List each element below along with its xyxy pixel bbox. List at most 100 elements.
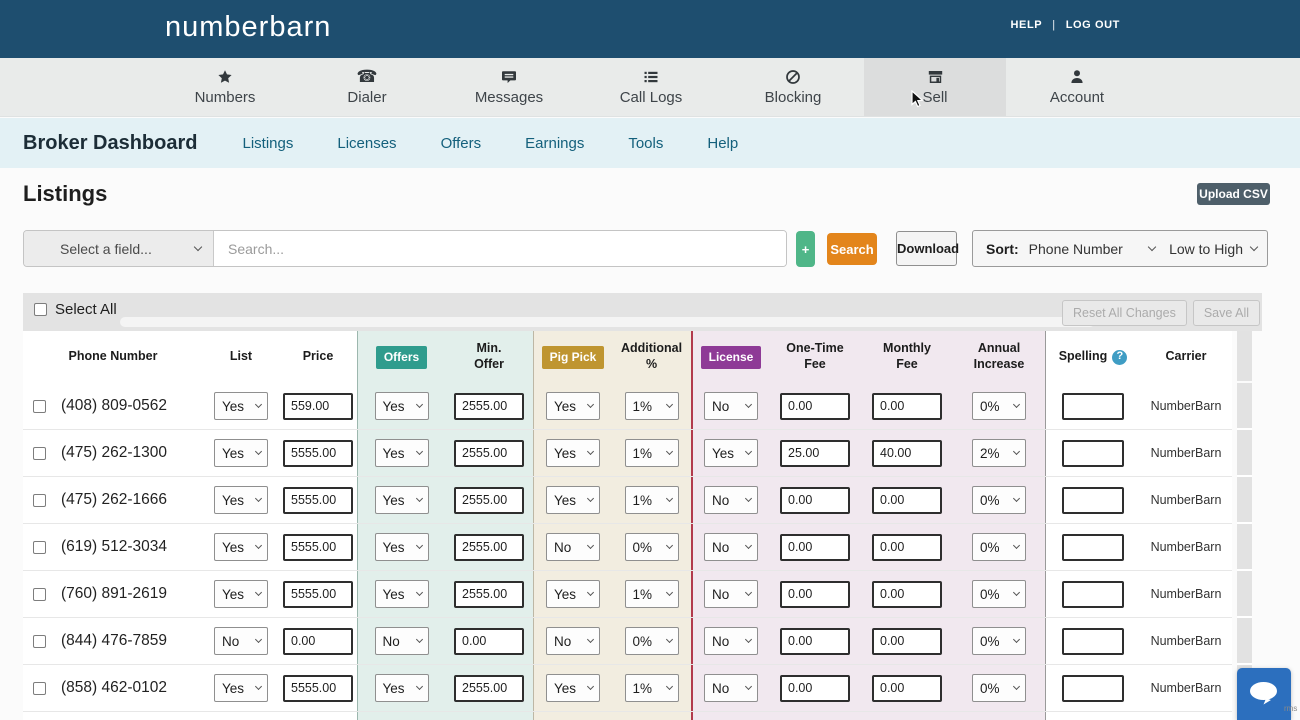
spelling-input[interactable] [1062,580,1124,608]
pig-pick-select[interactable]: Yes [546,439,600,467]
select-all-checkbox[interactable] [34,303,47,316]
min-offer-input[interactable] [454,627,524,655]
min-offer-input[interactable] [454,486,524,514]
list-select[interactable]: No [214,627,268,655]
min-offer-input[interactable] [454,580,524,608]
additional-pct-select[interactable]: 1% [624,439,679,467]
row-checkbox[interactable] [33,681,46,695]
nav-tab-sell[interactable]: Sell [864,58,1006,116]
help-link[interactable]: HELP [1010,19,1043,31]
pig-pick-select[interactable]: No [546,627,600,655]
chat-widget-button[interactable] [1237,668,1291,720]
row-checkbox[interactable] [33,587,46,601]
annual-increase-select[interactable]: 0% [972,486,1026,514]
row-checkbox[interactable] [33,446,46,460]
monthly-fee-input[interactable] [872,439,942,467]
monthly-fee-input[interactable] [872,533,942,561]
list-select[interactable]: Yes [214,580,268,608]
additional-pct-select[interactable]: 1% [624,580,679,608]
row-checkbox[interactable] [33,399,46,413]
one-time-fee-input[interactable] [780,439,850,467]
list-select[interactable]: Yes [214,392,268,420]
monthly-fee-input[interactable] [872,486,942,514]
one-time-fee-input[interactable] [780,392,850,420]
nav-tab-numbers[interactable]: Numbers [154,58,296,116]
search-input[interactable] [214,231,786,266]
additional-pct-select[interactable]: 1% [624,674,679,702]
pig-pick-select[interactable]: Yes [546,392,600,420]
monthly-fee-input[interactable] [872,580,942,608]
broker-link-help[interactable]: Help [707,134,739,152]
license-select[interactable]: Yes [704,439,758,467]
price-input[interactable] [283,486,353,514]
spelling-input[interactable] [1062,392,1124,420]
price-input[interactable] [283,674,353,702]
annual-increase-select[interactable]: 0% [972,533,1026,561]
monthly-fee-input[interactable] [872,392,942,420]
one-time-fee-input[interactable] [780,580,850,608]
annual-increase-select[interactable]: 2% [972,439,1026,467]
nav-tab-messages[interactable]: Messages [438,58,580,116]
one-time-fee-input[interactable] [780,486,850,514]
broker-link-listings[interactable]: Listings [242,134,294,152]
price-input[interactable] [283,392,353,420]
annual-increase-select[interactable]: 0% [972,627,1026,655]
broker-link-earnings[interactable]: Earnings [525,134,585,152]
price-input[interactable] [283,580,353,608]
spelling-input[interactable] [1062,486,1124,514]
annual-increase-select[interactable]: 0% [972,674,1026,702]
pig-pick-select[interactable]: Yes [546,674,600,702]
spelling-input[interactable] [1062,674,1124,702]
sort-field-dropdown[interactable]: Phone Number [1029,241,1157,257]
additional-pct-select[interactable]: 1% [624,392,679,420]
license-select[interactable]: No [704,392,758,420]
pig-pick-select[interactable]: Yes [546,580,600,608]
min-offer-input[interactable] [454,674,524,702]
spelling-input[interactable] [1062,439,1124,467]
add-filter-button[interactable]: + [796,231,815,267]
monthly-fee-input[interactable] [872,674,942,702]
offers-select[interactable]: Yes [374,533,429,561]
spelling-input[interactable] [1062,627,1124,655]
nav-tab-blocking[interactable]: Blocking [722,58,864,116]
additional-pct-select[interactable]: 0% [624,533,679,561]
offers-select[interactable]: Yes [374,674,429,702]
reset-all-changes-button[interactable]: Reset All Changes [1061,300,1187,326]
min-offer-input[interactable] [454,439,524,467]
row-checkbox[interactable] [33,493,46,507]
pig-pick-select[interactable]: No [546,533,600,561]
save-all-button[interactable]: Save All [1192,300,1260,326]
broker-link-licenses[interactable]: Licenses [337,134,397,152]
list-select[interactable]: Yes [214,533,268,561]
nav-tab-dialer[interactable]: ☎ Dialer [347,67,387,106]
monthly-fee-input[interactable] [872,627,942,655]
field-select-dropdown[interactable]: Select a field... [24,231,214,266]
broker-link-offers[interactable]: Offers [440,134,482,152]
price-input[interactable] [283,627,353,655]
price-input[interactable] [283,533,353,561]
nav-tab-call-logs[interactable]: Call Logs [580,58,722,116]
help-icon[interactable]: ? [1112,349,1128,365]
row-checkbox[interactable] [33,634,46,648]
license-select[interactable]: No [704,674,758,702]
offers-select[interactable]: No [374,627,429,655]
logout-link[interactable]: LOG OUT [1065,19,1120,31]
additional-pct-select[interactable]: 1% [624,486,679,514]
annual-increase-select[interactable]: 0% [972,392,1026,420]
pig-pick-select[interactable]: Yes [546,486,600,514]
list-select[interactable]: Yes [214,674,268,702]
row-checkbox[interactable] [33,540,46,554]
license-select[interactable]: No [704,580,758,608]
one-time-fee-input[interactable] [780,674,850,702]
license-select[interactable]: No [704,486,758,514]
list-select[interactable]: Yes [214,439,268,467]
broker-link-tools[interactable]: Tools [628,134,664,152]
upload-csv-button[interactable]: Upload CSV [1197,183,1270,205]
license-select[interactable]: No [704,533,758,561]
download-button[interactable]: Download [896,231,959,266]
nav-tab-account[interactable]: Account [1006,58,1148,116]
offers-select[interactable]: Yes [374,486,429,514]
list-select[interactable]: Yes [214,486,268,514]
offers-select[interactable]: Yes [374,392,429,420]
offers-select[interactable]: Yes [374,580,429,608]
